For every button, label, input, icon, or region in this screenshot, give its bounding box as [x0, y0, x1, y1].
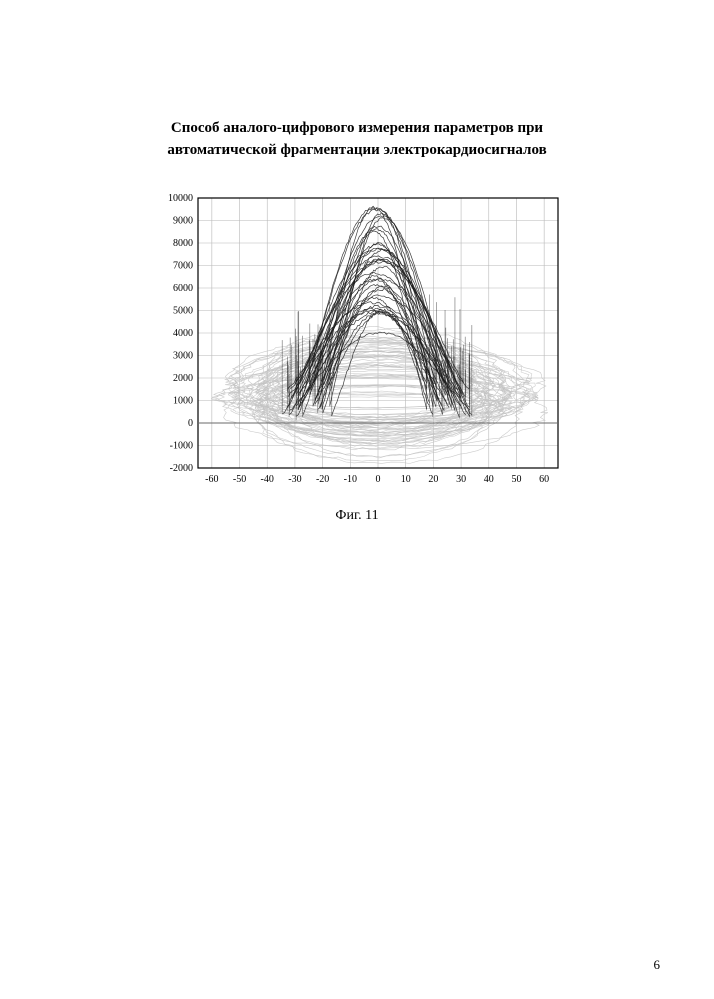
svg-text:4000: 4000 — [173, 328, 193, 339]
svg-text:-10: -10 — [344, 474, 357, 485]
svg-text:-1000: -1000 — [170, 441, 193, 452]
svg-text:60: 60 — [539, 474, 549, 485]
svg-text:3000: 3000 — [173, 351, 193, 362]
figure-caption: Фиг. 11 — [0, 508, 714, 524]
svg-text:-60: -60 — [205, 474, 218, 485]
page-number: 6 — [654, 957, 661, 973]
title-line-1: Способ аналого-цифрового измерения парам… — [0, 118, 714, 140]
svg-text:-2000: -2000 — [170, 463, 193, 474]
svg-text:10000: 10000 — [168, 193, 193, 204]
svg-text:2000: 2000 — [173, 373, 193, 384]
svg-text:-50: -50 — [233, 474, 246, 485]
svg-text:5000: 5000 — [173, 306, 193, 317]
svg-text:10: 10 — [401, 474, 411, 485]
svg-text:-40: -40 — [261, 474, 274, 485]
svg-text:8000: 8000 — [173, 238, 193, 249]
svg-text:-20: -20 — [316, 474, 329, 485]
svg-text:-30: -30 — [288, 474, 301, 485]
document-title: Способ аналого-цифрового измерения парам… — [0, 118, 714, 162]
svg-text:0: 0 — [376, 474, 381, 485]
svg-text:9000: 9000 — [173, 216, 193, 227]
svg-text:1000: 1000 — [173, 396, 193, 407]
svg-text:40: 40 — [484, 474, 494, 485]
svg-text:6000: 6000 — [173, 283, 193, 294]
title-line-2: автоматической фрагментации электрокарди… — [0, 140, 714, 162]
svg-text:50: 50 — [511, 474, 521, 485]
phase-plot: -60 -50 -40 -30 -20 -10 0 10 20 30 40 50 60 -2000 -100… — [150, 190, 568, 492]
svg-text:30: 30 — [456, 474, 466, 485]
svg-text:0: 0 — [188, 418, 193, 429]
svg-text:7000: 7000 — [173, 261, 193, 272]
figure-chart: -60 -50 -40 -30 -20 -10 0 10 20 30 40 50 60 -2000 -100… — [150, 190, 570, 492]
page: Способ аналого-цифрового измерения парам… — [0, 0, 714, 999]
svg-text:20: 20 — [428, 474, 438, 485]
